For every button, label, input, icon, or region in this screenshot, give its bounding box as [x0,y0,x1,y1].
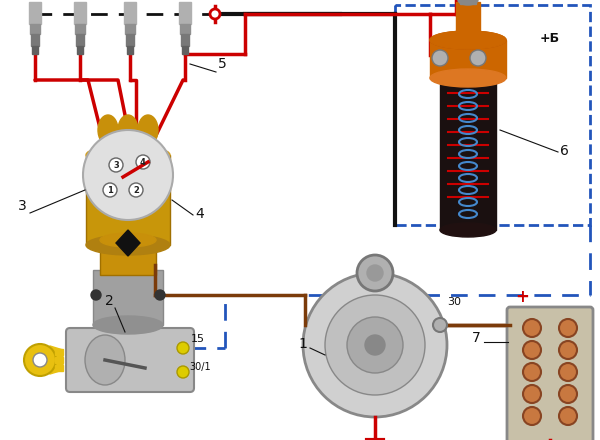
Bar [55,365,63,371]
Circle shape [83,130,173,220]
Text: 1: 1 [107,186,113,194]
Bar [77,46,83,54]
Bar [182,46,188,54]
Text: 4: 4 [140,158,146,166]
Ellipse shape [430,31,506,49]
Bar [74,2,86,24]
FancyBboxPatch shape [66,328,194,392]
Ellipse shape [98,115,118,145]
Circle shape [433,318,447,332]
Circle shape [559,363,577,381]
Ellipse shape [458,0,478,5]
Circle shape [357,255,393,291]
Bar [75,24,85,34]
Circle shape [523,363,541,381]
Ellipse shape [430,69,506,87]
Circle shape [24,344,56,376]
Bar [86,155,170,245]
Bar [55,349,63,355]
Ellipse shape [138,115,158,145]
Circle shape [303,273,447,417]
Polygon shape [116,230,140,256]
Text: +: + [515,288,529,306]
Circle shape [33,353,47,367]
Circle shape [523,407,541,425]
Ellipse shape [86,235,170,255]
Circle shape [210,9,220,19]
Ellipse shape [100,233,156,247]
Circle shape [177,366,189,378]
Circle shape [365,335,385,355]
Bar [30,24,40,34]
Bar [460,0,476,4]
Text: 15: 15 [191,334,205,344]
Bar [32,46,38,54]
Text: 1: 1 [298,337,307,351]
Circle shape [559,319,577,337]
Circle shape [367,265,383,281]
Bar [430,40,506,78]
Ellipse shape [85,335,125,385]
Circle shape [523,385,541,403]
Bar [93,270,163,325]
Circle shape [559,341,577,359]
Text: 5: 5 [218,57,227,71]
Bar [100,240,156,275]
Ellipse shape [93,316,163,334]
Circle shape [559,407,577,425]
Bar [76,34,84,46]
Ellipse shape [440,223,496,237]
Bar [55,357,63,363]
Polygon shape [30,346,63,374]
Text: 7: 7 [472,331,481,345]
Text: +Б: +Б [540,32,560,45]
Circle shape [559,385,577,403]
Circle shape [432,50,448,66]
Text: 6: 6 [560,144,569,158]
Text: 3: 3 [113,161,119,169]
Circle shape [103,183,117,197]
Ellipse shape [86,145,170,165]
Bar [125,24,135,34]
Ellipse shape [118,115,138,145]
Bar [29,2,41,24]
Bar [124,2,136,24]
Bar [179,2,191,24]
Bar [31,34,39,46]
Circle shape [325,295,425,395]
Bar [440,70,496,230]
Bar [180,24,190,34]
Text: 3: 3 [18,199,27,213]
Ellipse shape [440,63,496,77]
Circle shape [347,317,403,373]
Circle shape [470,50,486,66]
Circle shape [177,342,189,354]
Circle shape [109,158,123,172]
Text: 2: 2 [133,186,139,194]
Circle shape [136,155,150,169]
Bar [126,34,134,46]
Circle shape [129,183,143,197]
Circle shape [155,290,165,300]
FancyBboxPatch shape [507,307,593,440]
Text: 4: 4 [195,207,204,221]
Circle shape [91,290,101,300]
Ellipse shape [430,31,506,49]
Bar [456,2,480,40]
Circle shape [523,341,541,359]
Circle shape [523,319,541,337]
Text: 30/1: 30/1 [189,362,211,372]
Bar [127,46,133,54]
Text: 30: 30 [447,297,461,307]
Text: 2: 2 [105,294,114,308]
Bar [181,34,189,46]
